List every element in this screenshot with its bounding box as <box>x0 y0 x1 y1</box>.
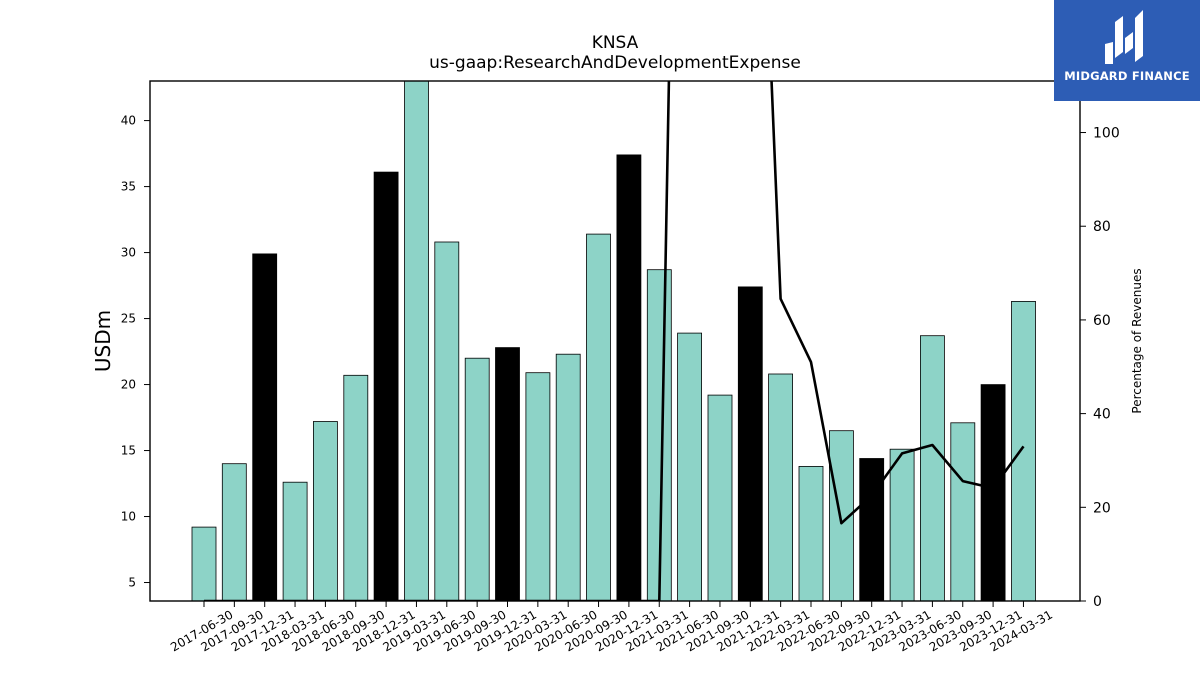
bar <box>222 464 246 601</box>
y-tick-label: 20 <box>121 378 136 392</box>
bar <box>799 466 823 601</box>
bar <box>769 374 793 601</box>
y2-tick-label: 60 <box>1093 313 1111 329</box>
bar <box>678 333 702 601</box>
bar <box>708 395 732 601</box>
bar <box>890 449 914 601</box>
bar <box>587 234 611 601</box>
bar <box>435 242 459 601</box>
bar <box>738 287 762 601</box>
y-tick-label: 5 <box>128 576 136 590</box>
y-tick-label: 10 <box>121 510 136 524</box>
chart-subtitle: us-gaap:ResearchAndDevelopmentExpense <box>429 53 801 73</box>
y-tick-label: 15 <box>121 444 136 458</box>
bar <box>860 459 884 602</box>
bar <box>465 358 489 601</box>
y2-axis-label: Percentage of Revenues <box>1130 268 1144 413</box>
bar <box>920 336 944 601</box>
bar <box>981 385 1005 601</box>
bar <box>496 348 520 601</box>
y-tick-label: 35 <box>121 180 136 194</box>
bar <box>283 482 307 601</box>
bars-group <box>192 76 1036 601</box>
chart: 5101520253035400204060801002017-06-30201… <box>0 0 1200 675</box>
bar <box>951 423 975 601</box>
y-tick-label: 40 <box>121 114 136 128</box>
y-axis-label: USDm <box>91 310 115 372</box>
bar <box>526 373 550 601</box>
bar <box>313 422 337 602</box>
y2-tick-label: 0 <box>1093 594 1102 610</box>
chart-title: KNSA <box>592 33 639 53</box>
bar <box>1012 301 1036 601</box>
y-tick-label: 30 <box>121 246 136 260</box>
bar <box>253 254 277 601</box>
y2-tick-label: 40 <box>1093 407 1111 423</box>
y2-tick-label: 80 <box>1093 219 1111 235</box>
bar <box>405 76 429 601</box>
bar <box>617 155 641 601</box>
bar <box>556 354 580 601</box>
bar <box>374 172 398 601</box>
y2-tick-label: 100 <box>1093 126 1120 142</box>
y-tick-label: 25 <box>121 312 136 326</box>
logo-mark-icon <box>1103 8 1151 68</box>
bar <box>192 527 216 601</box>
logo-text: MIDGARD FINANCE <box>1054 69 1200 83</box>
bar <box>344 375 368 601</box>
y2-tick-label: 20 <box>1093 500 1111 516</box>
brand-logo: MIDGARD FINANCE <box>1054 0 1200 101</box>
